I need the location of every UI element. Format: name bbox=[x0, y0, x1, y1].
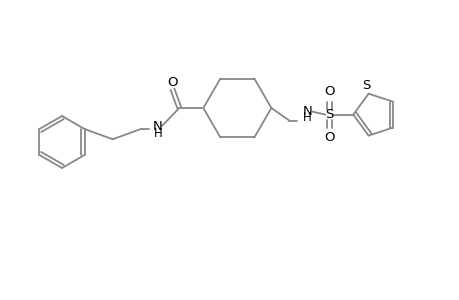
Text: S: S bbox=[362, 79, 370, 92]
Text: N: N bbox=[153, 119, 162, 133]
Text: H: H bbox=[153, 127, 162, 140]
Text: N: N bbox=[302, 105, 312, 118]
Text: O: O bbox=[324, 131, 334, 144]
Text: H: H bbox=[302, 111, 311, 124]
Text: O: O bbox=[324, 85, 334, 98]
Text: S: S bbox=[325, 108, 333, 121]
Text: O: O bbox=[167, 76, 177, 89]
